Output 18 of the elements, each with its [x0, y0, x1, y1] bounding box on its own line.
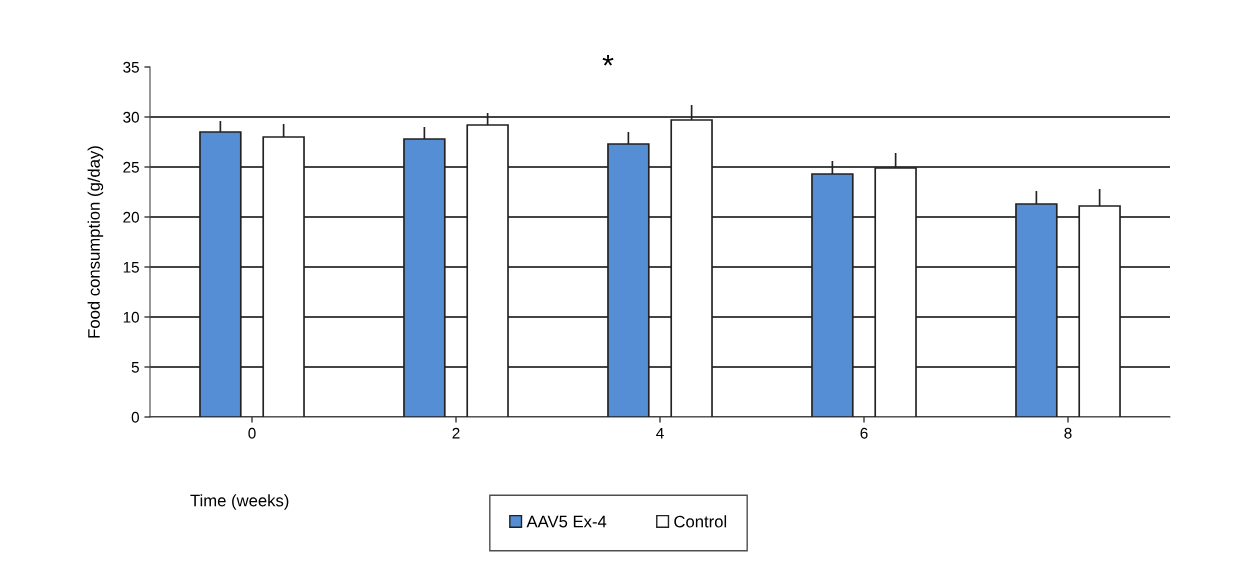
y-tick-label: 10	[123, 311, 139, 323]
x-tick-label: 6	[860, 427, 868, 439]
x-tick-label: 0	[248, 427, 256, 439]
y-tick-label: 30	[123, 111, 139, 123]
y-tick-label: 5	[131, 362, 139, 373]
x-axis-title: Time (weeks)	[190, 494, 289, 510]
y-tick-label: 0	[131, 411, 139, 423]
y-tick-label: 15	[123, 262, 139, 273]
y-tick-label: 35	[123, 61, 139, 73]
x-tick-label: 8	[1064, 427, 1072, 439]
x-tick-label: 4	[656, 427, 664, 439]
x-tick-label: 2	[452, 427, 460, 439]
text: *	[602, 54, 614, 66]
legend-label: AAV5 Ex-4	[526, 515, 607, 528]
legend-label: Control	[674, 515, 727, 528]
y-tick-label: 20	[123, 211, 139, 223]
y-axis-title: Food consumption (g/day)	[87, 146, 104, 338]
y-tick-label: 25	[123, 161, 139, 173]
